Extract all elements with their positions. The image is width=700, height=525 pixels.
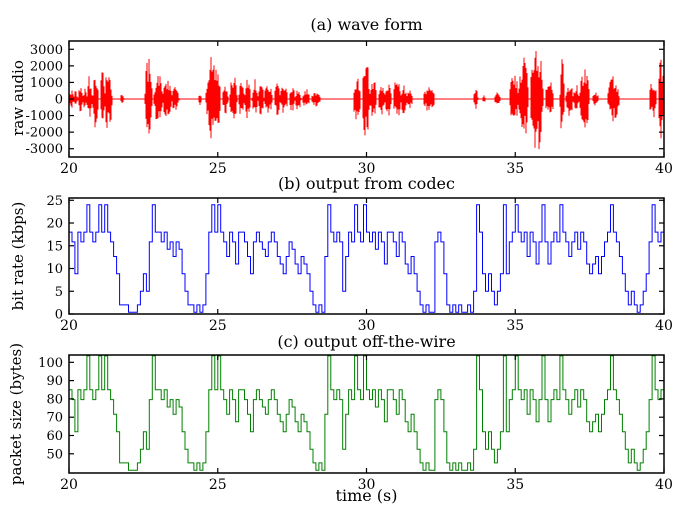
subplot-b-title: (b) output from codec [278, 174, 455, 193]
y-tick-label: 50 [46, 447, 63, 462]
y-tick-label: 15 [46, 239, 63, 254]
x-tick-label: 35 [506, 161, 524, 177]
subplot-a-ylabel: raw audio [9, 60, 27, 136]
subplot-a-title: (a) wave form [310, 15, 423, 34]
x-tick-label: 40 [655, 318, 673, 334]
x-tick-label: 25 [209, 318, 227, 334]
y-tick-label: 25 [46, 194, 63, 209]
x-tick-label: 20 [60, 318, 78, 334]
x-tick-label: 35 [506, 318, 524, 334]
x-tick-label: 30 [358, 161, 376, 177]
step-series [69, 204, 664, 313]
y-tick-label: 60 [46, 429, 63, 444]
y-tick-label: 70 [46, 411, 63, 426]
x-tick-label: 40 [655, 477, 673, 493]
step-series [69, 355, 664, 471]
x-axis-label: time (s) [335, 486, 398, 505]
y-tick-label: 100 [38, 356, 63, 371]
subplot-c-ylabel: packet size (bytes) [7, 342, 25, 486]
y-tick-label: 80 [46, 392, 63, 407]
y-tick-label: 90 [46, 374, 63, 389]
y-tick-label: 0 [55, 308, 63, 323]
x-tick-label: 30 [358, 318, 376, 334]
y-tick-label: 10 [46, 262, 63, 277]
subplot-c-title: (c) output off-the-wire [277, 332, 456, 351]
waveform-series [69, 51, 664, 150]
y-tick-label: 2000 [30, 59, 63, 74]
x-tick-label: 20 [60, 161, 78, 177]
x-tick-label: 30 [358, 477, 376, 493]
x-tick-label: 35 [506, 477, 524, 493]
x-tick-label: 25 [209, 161, 227, 177]
subplot-b-ylabel: bit rate (kbps) [9, 201, 27, 311]
y-tick-label: 5 [55, 285, 63, 300]
y-tick-label: -2000 [26, 126, 63, 141]
y-tick-label: 1000 [30, 76, 63, 91]
y-tick-label: 0 [55, 93, 63, 108]
y-tick-label: 20 [46, 217, 63, 232]
y-tick-label: 3000 [30, 43, 63, 58]
x-tick-label: 25 [209, 477, 227, 493]
x-tick-label: 40 [655, 161, 673, 177]
y-tick-label: -1000 [26, 109, 63, 124]
y-tick-label: -3000 [26, 142, 63, 157]
x-tick-label: 20 [60, 477, 78, 493]
